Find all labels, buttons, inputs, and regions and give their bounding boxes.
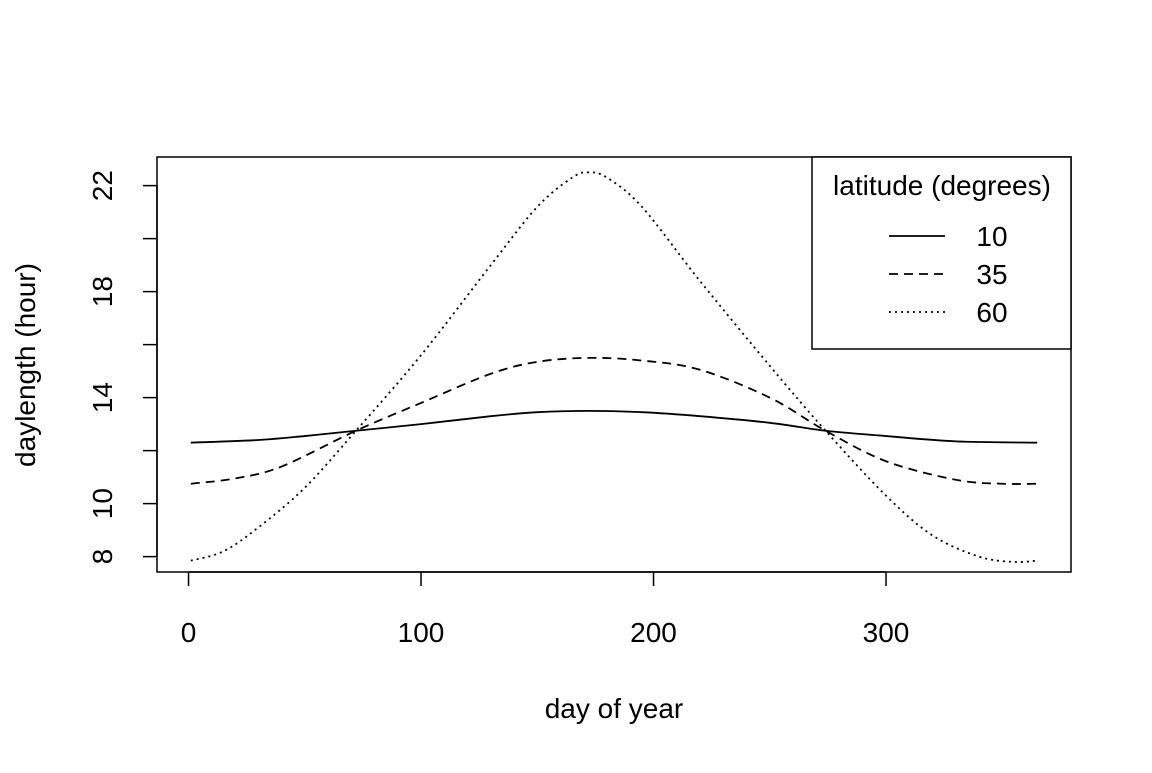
y-axis: 8 10 14 18 22 <box>87 170 158 565</box>
series-line-60 <box>190 171 1038 563</box>
y-tick-label: 8 <box>87 549 118 565</box>
y-tick-label: 10 <box>87 488 118 519</box>
x-tick-label: 100 <box>398 617 445 648</box>
series-layer <box>190 171 1038 563</box>
x-tick-label: 0 <box>181 617 197 648</box>
legend: latitude (degrees) 10 35 60 <box>811 156 1072 350</box>
legend-box <box>811 156 1072 350</box>
x-tick-label: 200 <box>630 617 677 648</box>
series-line-35 <box>190 356 1038 485</box>
y-tick-label: 18 <box>87 276 118 307</box>
x-axis: 0 100 200 300 <box>181 571 910 648</box>
y-tick-label: 14 <box>87 382 118 413</box>
x-axis-label: day of year <box>545 693 684 724</box>
legend-entries: 10 35 60 <box>889 221 1008 328</box>
x-tick-label: 300 <box>863 617 910 648</box>
legend-label-10: 10 <box>976 221 1007 252</box>
legend-label-60: 60 <box>976 297 1007 328</box>
y-tick-label: 22 <box>87 170 118 201</box>
legend-label-35: 35 <box>976 259 1007 290</box>
legend-title: latitude (degrees) <box>833 170 1051 201</box>
series-line-10 <box>190 409 1038 444</box>
y-axis-label: daylength (hour) <box>10 263 41 467</box>
